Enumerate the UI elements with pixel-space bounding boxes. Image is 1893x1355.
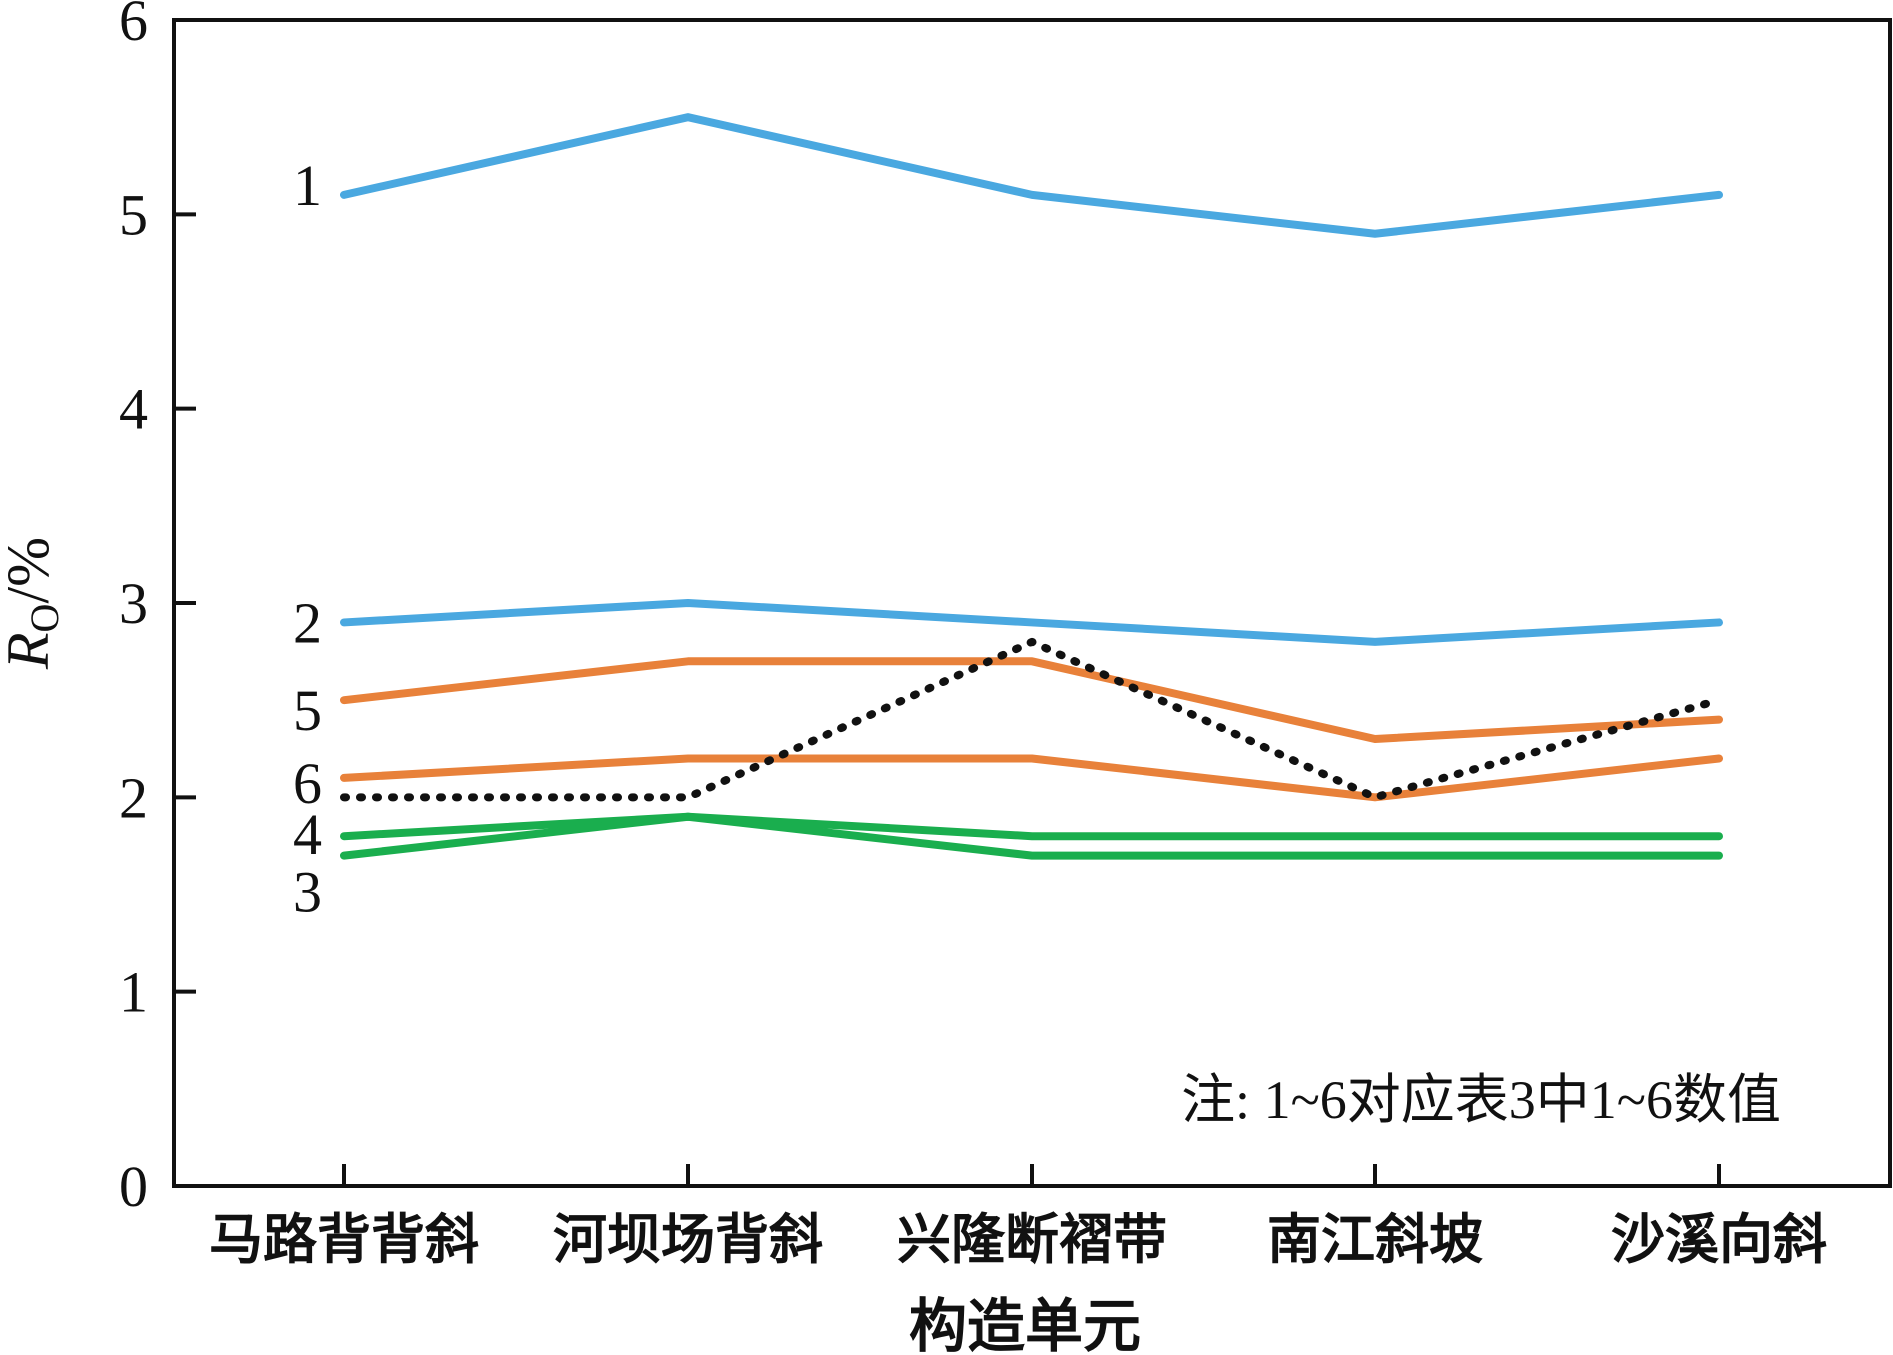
series-line-3 <box>340 812 1723 860</box>
series-tag-label: 1 <box>293 153 322 218</box>
y-axis-ticks: 0 1 2 3 4 5 6 <box>119 0 196 1219</box>
series-tags: 1 2 5 643 <box>293 153 322 925</box>
series-tag-label: 2 <box>293 590 322 655</box>
x-category-label: 沙溪向斜 <box>1611 1210 1827 1270</box>
y-tick-label: 4 <box>119 377 148 442</box>
series-line-2 <box>340 599 1723 646</box>
y-tick-label: 3 <box>119 571 148 636</box>
y-axis-symbol: R <box>0 632 61 670</box>
y-tick-label: 5 <box>119 182 148 247</box>
y-axis-title: RO/% <box>0 537 67 670</box>
x-category-label: 河坝场背斜 <box>553 1210 823 1270</box>
series-tag-label: 3 <box>293 860 322 925</box>
series-line-1 <box>340 113 1723 238</box>
series-tag-label: 6 <box>293 751 322 816</box>
y-tick-label: 0 <box>119 1154 148 1219</box>
x-axis-ticks: 马路背背斜 河坝场背斜 兴隆断褶带 南江斜坡 沙溪向斜 <box>209 1164 1827 1270</box>
series-line-dotted <box>340 637 1723 802</box>
svg-text:RO/%: RO/% <box>0 537 67 670</box>
x-category-label: 南江斜坡 <box>1267 1210 1483 1270</box>
series-line-6 <box>340 754 1723 802</box>
series-tag-label: 4 <box>293 802 322 867</box>
series-line-4 <box>340 812 1723 841</box>
chart-note: 注: 1~6对应表3中1~6数值 <box>1181 1070 1781 1130</box>
series-lines <box>340 113 1723 860</box>
x-category-label: 马路背背斜 <box>209 1210 479 1270</box>
y-tick-label: 1 <box>119 960 148 1025</box>
y-axis-subscript: O <box>22 604 67 633</box>
y-axis-unit: /% <box>0 537 61 604</box>
x-axis-title: 构造单元 <box>909 1294 1141 1355</box>
y-tick-label: 6 <box>119 0 148 53</box>
y-tick-label: 2 <box>119 765 148 830</box>
series-tag-label: 5 <box>293 678 322 743</box>
x-category-label: 兴隆断褶带 <box>897 1210 1167 1270</box>
series-line-5 <box>340 657 1723 744</box>
